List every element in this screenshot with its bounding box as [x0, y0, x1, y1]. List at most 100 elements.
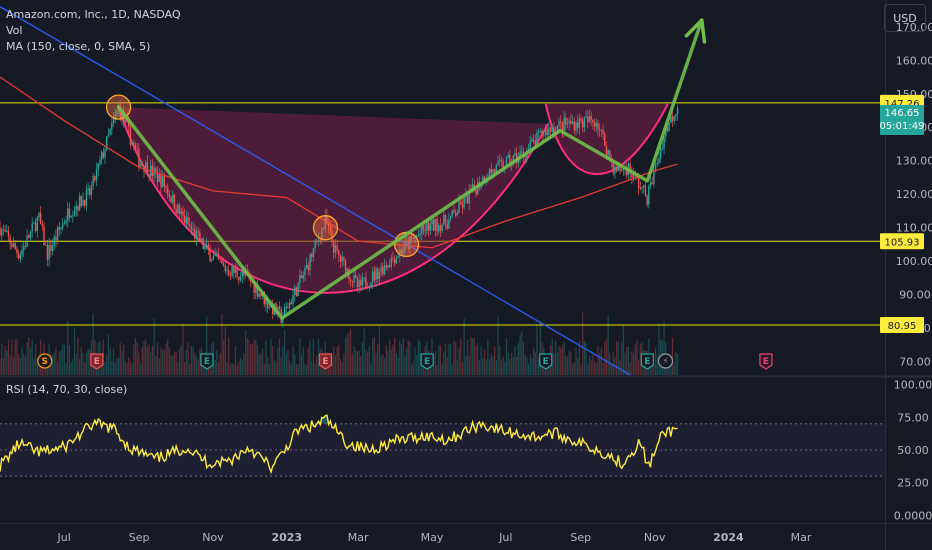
- candle-body: [385, 265, 387, 268]
- volume-bar: [245, 329, 247, 375]
- ma-label[interactable]: MA (150, close, 0, SMA, 5): [6, 40, 151, 53]
- candle-body: [444, 215, 447, 224]
- candle-body: [200, 238, 203, 243]
- time-tick-8: Nov: [644, 531, 666, 544]
- rsi-band-fill: [0, 423, 885, 477]
- candle-body: [499, 159, 501, 162]
- candle-body: [563, 117, 565, 131]
- volume-bar: [656, 355, 658, 375]
- candle-body: [211, 260, 213, 262]
- price-tick-160.00: 160.00: [896, 54, 932, 67]
- volume-bar: [654, 347, 657, 375]
- candle-body: [497, 161, 499, 165]
- candle-body: [112, 119, 115, 123]
- volume-bar: [151, 346, 154, 375]
- volume-label[interactable]: Vol: [6, 24, 23, 37]
- volume-bar: [626, 347, 628, 375]
- candle-body: [343, 256, 345, 261]
- candle-body: [405, 241, 408, 243]
- candle-body: [349, 279, 352, 282]
- volume-bar: [283, 330, 286, 375]
- volume-bar: [651, 361, 653, 375]
- volume-bar: [377, 344, 379, 375]
- candle-body: [34, 222, 37, 232]
- volume-bar: [58, 351, 60, 375]
- volume-bar: [455, 342, 457, 375]
- volume-bar: [509, 358, 511, 375]
- candle-body: [70, 216, 72, 218]
- volume-bar: [334, 355, 337, 375]
- candle-body: [619, 165, 621, 171]
- volume-bar: [65, 362, 67, 375]
- volume-bar: [505, 338, 508, 375]
- candle-body: [116, 110, 118, 115]
- volume-bar: [121, 350, 123, 375]
- candle-body: [500, 159, 503, 161]
- volume-bar: [143, 340, 145, 375]
- volume-bar: [251, 343, 254, 375]
- volume-bar: [255, 339, 257, 375]
- volume-bar: [394, 337, 396, 375]
- candle-body: [419, 233, 421, 236]
- volume-bar: [580, 364, 582, 375]
- currency-button[interactable]: USD: [884, 4, 926, 32]
- candle-body: [612, 162, 614, 174]
- volume-bar: [605, 338, 608, 375]
- candle-body: [212, 255, 215, 261]
- candle-body: [605, 146, 608, 156]
- volume-bar: [331, 357, 333, 375]
- volume-bar: [597, 345, 599, 375]
- candle-body: [172, 194, 174, 203]
- candle-body: [29, 231, 32, 238]
- candle-body: [26, 235, 28, 247]
- event-marker-earnings-5: E: [539, 353, 553, 370]
- volume-bar: [389, 339, 391, 375]
- candle-body: [375, 268, 377, 280]
- symbol-title[interactable]: Amazon.com, Inc., 1D, NASDAQ: [6, 8, 181, 21]
- candle-body: [4, 229, 6, 232]
- volume-bar: [87, 348, 89, 375]
- level-tag-text-0: 147.26: [885, 99, 920, 110]
- volume-bar: [158, 358, 160, 375]
- candle-body: [593, 122, 596, 127]
- candle-body: [468, 190, 470, 204]
- volume-bar: [395, 352, 397, 375]
- rsi-label[interactable]: RSI (14, 70, 30, close): [6, 383, 128, 396]
- candle-body: [620, 169, 623, 171]
- volume-bar: [236, 364, 238, 375]
- time-axis: Jul Sep Nov 2023 Mar May Jul Sep Nov 2024 Mar: [56, 531, 811, 544]
- candle-body: [309, 253, 311, 271]
- candle-body: [266, 298, 269, 309]
- candle-body: [424, 229, 426, 232]
- volume-bar: [302, 347, 304, 375]
- candle-body: [336, 245, 338, 251]
- candle-body: [333, 242, 335, 253]
- candle-body: [90, 185, 93, 195]
- volume-bar: [365, 350, 367, 375]
- candle-body: [671, 115, 674, 122]
- volume-bar: [146, 347, 148, 375]
- candle-body: [146, 162, 149, 176]
- candle-body: [111, 122, 113, 130]
- candle-body: [134, 144, 137, 149]
- candle-body: [536, 132, 538, 145]
- volume-bar: [634, 344, 636, 375]
- candle-body: [141, 163, 143, 166]
- candle-body: [63, 223, 66, 224]
- candle-body: [458, 201, 460, 213]
- trend-line: [0, 6, 632, 375]
- volume-bar: [470, 336, 472, 375]
- projection-arrowhead: [684, 18, 707, 44]
- volume-bar: [153, 318, 155, 375]
- volume-bar: [583, 340, 586, 375]
- volume-bar: [126, 362, 128, 375]
- volume-bar: [123, 344, 125, 375]
- volume-bar: [207, 363, 209, 375]
- volume-bar: [197, 359, 199, 375]
- volume-bar: [485, 359, 487, 375]
- candle-body: [595, 123, 597, 127]
- candle-body: [575, 122, 577, 131]
- volume-bar: [311, 362, 313, 375]
- volume-bar: [538, 358, 540, 375]
